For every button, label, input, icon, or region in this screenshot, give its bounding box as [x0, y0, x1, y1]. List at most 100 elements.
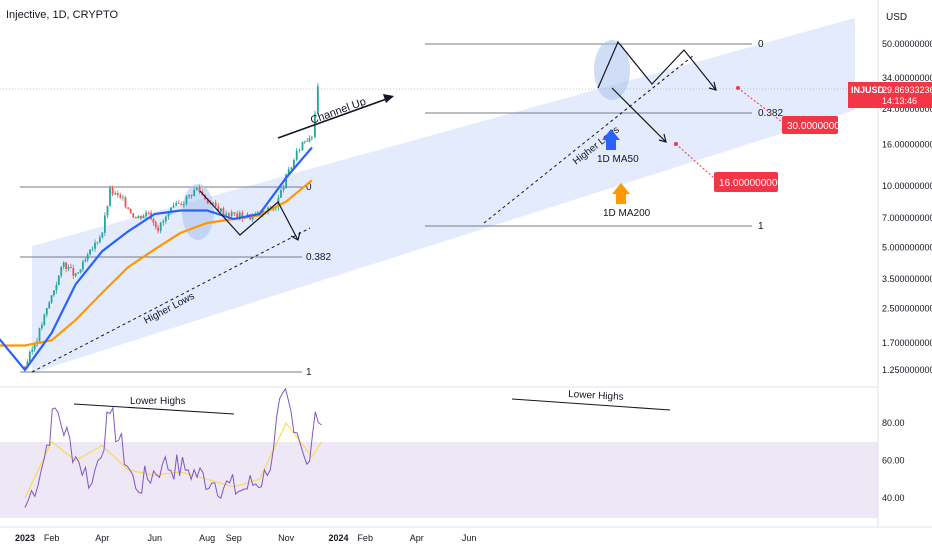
ticker-symbol: INJUSD — [851, 85, 885, 95]
candle-body — [212, 202, 214, 204]
candle-body — [119, 195, 122, 198]
pattern-arrowhead-left — [290, 231, 301, 241]
ma50-arrow-icon — [602, 129, 620, 150]
candle-body — [190, 194, 193, 196]
candle-body — [152, 218, 155, 223]
candle-body — [89, 249, 91, 255]
rsi-tick-label: 80.00 — [882, 418, 905, 428]
candle-body — [96, 242, 99, 244]
target-16-label: 16.000000000 — [719, 178, 783, 189]
price-tick-label: 50.000000000 — [882, 39, 932, 49]
price-tick-label: 2.500000000 — [882, 304, 932, 314]
candle-body — [303, 141, 306, 143]
candle-body — [228, 213, 230, 216]
candle-body — [145, 212, 147, 216]
candle-body — [43, 314, 46, 325]
candle-body — [154, 222, 157, 228]
candle-body — [77, 272, 79, 274]
candle-body — [74, 273, 77, 276]
ticker-countdown: 14:13:46 — [882, 96, 917, 106]
candle-body — [31, 349, 34, 352]
target-16-dot — [674, 142, 678, 146]
candle-body — [104, 215, 106, 233]
candle-body — [162, 221, 165, 223]
projection-zigzag-up — [597, 40, 717, 91]
projection-line-down — [611, 87, 667, 143]
price-tick-label: 5.000000000 — [882, 243, 932, 253]
projection-arrowhead-down — [658, 133, 667, 143]
candle-body — [26, 361, 29, 368]
candle-body — [222, 208, 225, 215]
candle-body — [86, 254, 89, 260]
candle-body — [129, 208, 132, 214]
candle-body — [293, 159, 295, 168]
rsi-tick-label: 60.00 — [882, 456, 905, 466]
candle-body — [101, 232, 104, 238]
currency-label[interactable]: USD — [886, 12, 907, 23]
candle-body — [317, 86, 319, 114]
candle-body — [157, 227, 159, 232]
lower-highs-line-left — [73, 403, 235, 415]
candle-body — [233, 212, 236, 214]
time-axis[interactable]: 2023 Feb Apr Jun Aug Sep Nov 2024 Feb Apr Jun — [15, 533, 476, 543]
candle-body — [33, 344, 36, 350]
candle-body — [172, 205, 175, 208]
price-tick-label: 1.700000000 — [882, 338, 932, 348]
candle-body — [220, 208, 222, 212]
candle-body — [41, 325, 43, 329]
candle-body — [65, 262, 67, 269]
candle-body — [82, 261, 84, 270]
candle-body — [206, 199, 209, 204]
candle-body — [53, 290, 55, 296]
candle-body — [50, 295, 53, 303]
time-tick-label: Apr — [410, 533, 424, 543]
candle-body — [287, 169, 290, 175]
candle-body — [94, 242, 96, 249]
target-30-badge — [782, 116, 838, 134]
time-tick-label: Jun — [462, 533, 477, 543]
price-tick-label: 10.000000000 — [882, 181, 932, 191]
time-tick-label: Nov — [278, 533, 295, 543]
candle-body — [142, 215, 145, 219]
candle-body — [84, 259, 87, 262]
candle-body — [48, 302, 51, 309]
ma200-arrow-icon — [612, 183, 630, 204]
candle-body — [170, 207, 172, 213]
rsi-band — [0, 442, 878, 518]
candle-body — [72, 268, 75, 276]
target-30-connector — [737, 87, 783, 123]
channel-up-arrow — [277, 96, 393, 139]
price-tick-label: 34.000000000 — [882, 73, 932, 83]
candle-body — [225, 213, 228, 215]
pattern-zigzag-left — [199, 190, 299, 241]
ma200-label: 1D MA200 — [603, 208, 651, 219]
lower-highs-line-right — [511, 398, 671, 411]
projection-arrowhead-up — [708, 81, 717, 91]
candle-body — [198, 187, 201, 193]
candle-body — [230, 212, 233, 216]
candle-body — [111, 187, 114, 195]
ticker-price: 29.869332368 — [882, 85, 932, 95]
candle-body — [188, 194, 190, 197]
candle-body — [99, 237, 101, 243]
price-tick-label: 3.500000000 — [882, 274, 932, 284]
candle-body — [55, 284, 58, 291]
time-tick-label: Apr — [95, 533, 109, 543]
lower-highs-label-right: Lower Highs — [568, 389, 624, 403]
time-tick-label: Aug — [199, 533, 215, 543]
rsi-line — [24, 387, 322, 508]
candle-body — [241, 212, 244, 219]
candle-body — [106, 206, 109, 216]
fib-left-one-label: 1 — [306, 367, 312, 378]
ma50-label: 1D MA50 — [597, 154, 639, 165]
channel-up-arrowhead — [383, 94, 394, 103]
candle-body — [167, 213, 170, 217]
price-axis[interactable]: 50.000000000 34.000000000 24.000000000 16.0… — [882, 39, 932, 375]
time-tick-label: 2024 — [328, 533, 348, 543]
candle-body — [238, 212, 241, 218]
candle-body — [193, 189, 196, 196]
candle-body — [195, 187, 198, 190]
candle-body — [147, 212, 150, 214]
